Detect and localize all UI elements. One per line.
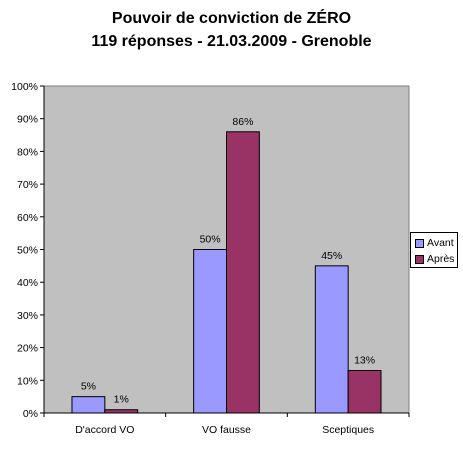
- legend-swatch-avant: [415, 238, 424, 248]
- bar-avant-0: [71, 396, 106, 414]
- bar-aprs-2: [347, 369, 382, 414]
- x-axis: D'accord VO VO fausse Sceptiques: [43, 412, 410, 436]
- legend-label-apres: Après: [427, 253, 455, 265]
- x-tick-label: Sceptiques: [322, 424, 374, 436]
- y-tick-label: 70%: [17, 179, 38, 191]
- legend: Avant Après: [410, 232, 458, 268]
- data-label: 50%: [200, 234, 221, 246]
- y-tick-label: 30%: [17, 310, 38, 322]
- legend-label-avant: Avant: [427, 237, 454, 249]
- y-tick-label: 10%: [17, 375, 38, 387]
- chart-subtitle: 119 réponses - 21.03.2009 - Grenoble: [91, 33, 372, 50]
- chart-title: Pouvoir de conviction de ZÉRO: [111, 10, 352, 27]
- bar-avant-2: [314, 265, 349, 414]
- x-tick-label: VO fausse: [202, 424, 251, 436]
- bar-aprs-0: [104, 409, 139, 414]
- data-label: 1%: [114, 394, 129, 406]
- bar-avant-1: [193, 249, 227, 414]
- data-label: 13%: [354, 354, 375, 366]
- y-tick-label: 40%: [17, 277, 38, 289]
- legend-item-apres: Après: [415, 252, 454, 266]
- y-tick-label: 20%: [17, 343, 38, 355]
- data-label: 5%: [81, 381, 96, 393]
- data-labels: 5% 50% 45% 1% 86% 13%: [81, 116, 375, 406]
- legend-item-avant: Avant: [415, 236, 454, 250]
- y-axis: 0% 10% 20% 30% 40% 50% 60% 70% 80% 90% 100%: [11, 81, 45, 420]
- y-tick-label: 100%: [11, 81, 38, 93]
- data-label: 45%: [321, 250, 342, 262]
- y-tick-label: 60%: [17, 212, 38, 224]
- x-tick-label: D'accord VO: [75, 424, 134, 436]
- y-tick-label: 90%: [17, 114, 38, 126]
- bars: [71, 131, 382, 414]
- y-tick-label: 0%: [23, 408, 38, 420]
- legend-swatch-apres: [415, 254, 424, 264]
- data-label: 86%: [232, 116, 253, 128]
- bar-aprs-1: [226, 131, 260, 414]
- y-tick-label: 80%: [17, 146, 38, 158]
- y-tick-label: 50%: [17, 245, 38, 257]
